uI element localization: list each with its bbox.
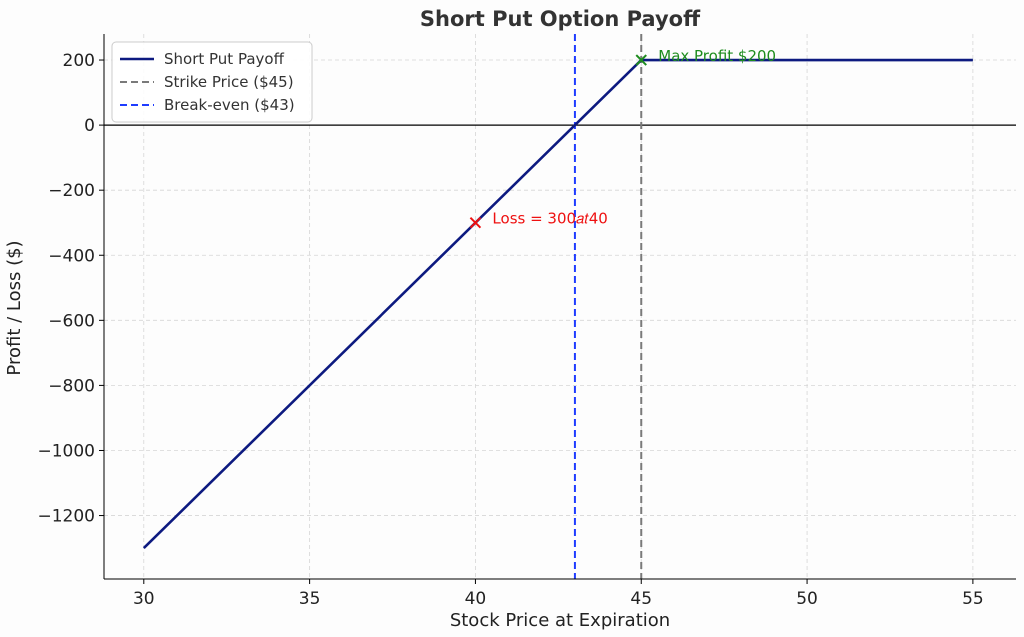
annotation-label: Loss = 300𝑎𝑡40 — [492, 210, 607, 228]
y-tick-label: 0 — [84, 116, 95, 136]
annotations: Max Profit $200 Loss = 300𝑎𝑡40 — [469, 47, 776, 229]
x-tick-label: 35 — [299, 589, 321, 609]
chart-title: Short Put Option Payoff — [420, 7, 701, 31]
x-tick-label: 55 — [962, 589, 984, 609]
y-axis-label: Profit / Loss ($) — [4, 240, 25, 375]
y-tick-label: −1000 — [37, 441, 95, 461]
annotation-marker — [635, 54, 647, 66]
annotation-marker — [469, 217, 482, 229]
x-tick-label: 40 — [465, 589, 487, 609]
legend-box — [111, 41, 313, 123]
y-tick-label: −600 — [48, 311, 95, 331]
ticks: 30 35 40 45 50 55 200 0 −200 −400 −600 −800 −1000 −12… — [37, 51, 983, 609]
x-tick-label: 45 — [630, 589, 652, 609]
annotation-label: Max Profit $200 — [658, 47, 776, 65]
y-tick-label: −1200 — [37, 507, 95, 527]
legend: Short Put Payoff Strike Price ($45) Break-… — [111, 41, 313, 123]
legend-entry: Strike Price ($45) — [164, 73, 294, 91]
y-tick-label: −200 — [48, 181, 95, 201]
y-tick-label: −800 — [48, 376, 95, 396]
legend-entry: Break-even ($43) — [164, 96, 295, 114]
x-tick-label: 50 — [796, 589, 818, 609]
x-axis-label: Stock Price at Expiration — [450, 610, 670, 631]
x-tick-label: 30 — [133, 589, 155, 609]
y-tick-label: 200 — [63, 51, 95, 71]
y-tick-label: −400 — [48, 246, 95, 266]
legend-entry: Short Put Payoff — [164, 50, 285, 68]
